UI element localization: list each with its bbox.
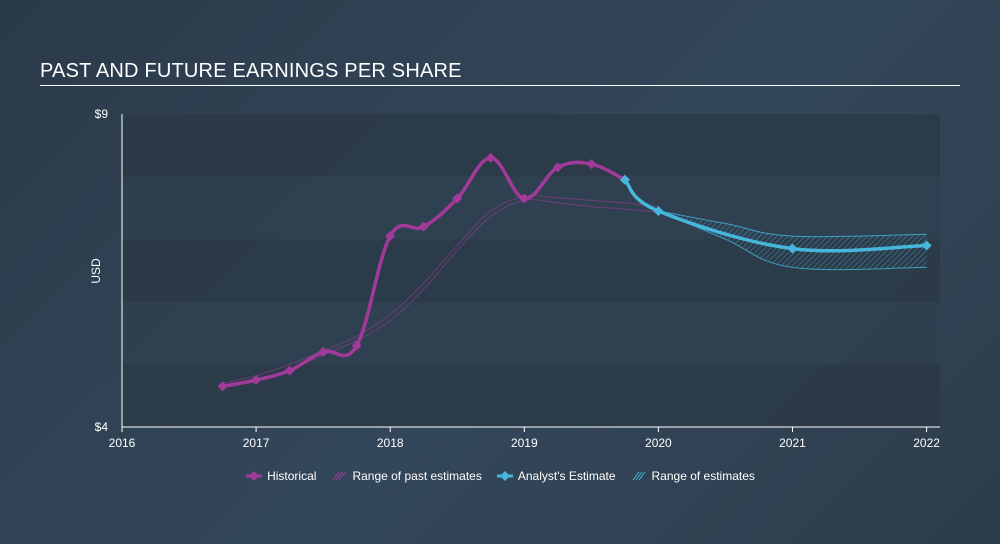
historical-point xyxy=(318,346,329,357)
historical-point xyxy=(251,375,262,386)
estimate-range-upper xyxy=(658,210,927,238)
estimate-point xyxy=(619,174,630,185)
title-divider xyxy=(40,85,960,86)
historical-point xyxy=(284,365,295,376)
historical-point xyxy=(485,152,496,163)
x-tick-label: 2019 xyxy=(511,436,538,450)
historical-point xyxy=(351,340,362,351)
legend-swatch-icon xyxy=(632,471,645,481)
historical-point xyxy=(452,193,463,204)
x-tick-label: 2017 xyxy=(243,436,270,450)
grid-band xyxy=(122,114,940,177)
y-tick-label: $4 xyxy=(95,420,109,434)
estimate-point xyxy=(653,206,664,217)
historical-point xyxy=(552,162,563,173)
y-axis-label: USD xyxy=(89,258,103,284)
x-tick-label: 2021 xyxy=(779,436,806,450)
axes: 2016 2017 2018 2019 2020 2021 2022 $9 $4 xyxy=(95,107,941,450)
legend-item: Range of estimates xyxy=(630,469,755,483)
historical-point xyxy=(418,221,429,232)
legend-label: Range of past estimates xyxy=(352,469,482,483)
grid-band xyxy=(122,301,940,365)
legend-label: Historical xyxy=(267,469,317,483)
legend-item: Analyst's Estimate xyxy=(496,469,616,483)
legend-swatch-icon xyxy=(333,471,346,481)
legend-swatch-icon xyxy=(496,471,513,481)
historical-point xyxy=(519,193,530,204)
x-tick-label: 2016 xyxy=(109,436,136,450)
estimate-range-band xyxy=(658,211,927,270)
series-markers xyxy=(217,152,932,392)
estimate-point xyxy=(921,240,932,251)
grid-band xyxy=(122,364,940,427)
x-tick-label: 2018 xyxy=(377,436,404,450)
x-tick-label: 2022 xyxy=(913,436,940,450)
legend-swatch-icon xyxy=(246,471,263,481)
legend-label: Analyst's Estimate xyxy=(517,469,616,483)
historical-point xyxy=(586,159,597,170)
past-range-upper xyxy=(222,195,659,384)
historical-point xyxy=(385,231,396,242)
historical-point xyxy=(217,381,228,392)
grid-band xyxy=(122,176,940,240)
legend-label: Range of estimates xyxy=(651,469,755,483)
estimate-line xyxy=(623,177,929,253)
y-tick-label: $9 xyxy=(95,107,109,121)
legend-item: Range of past estimates xyxy=(330,469,482,483)
estimate-point xyxy=(787,243,798,254)
chart-legend: Historical Range of past estimates Analyst… xyxy=(0,469,1000,483)
grid-bands xyxy=(122,114,940,427)
chart-title: PAST AND FUTURE EARNINGS PER SHARE xyxy=(40,60,462,82)
legend-item: Historical xyxy=(245,469,316,483)
x-tick-label: 2020 xyxy=(645,436,672,450)
